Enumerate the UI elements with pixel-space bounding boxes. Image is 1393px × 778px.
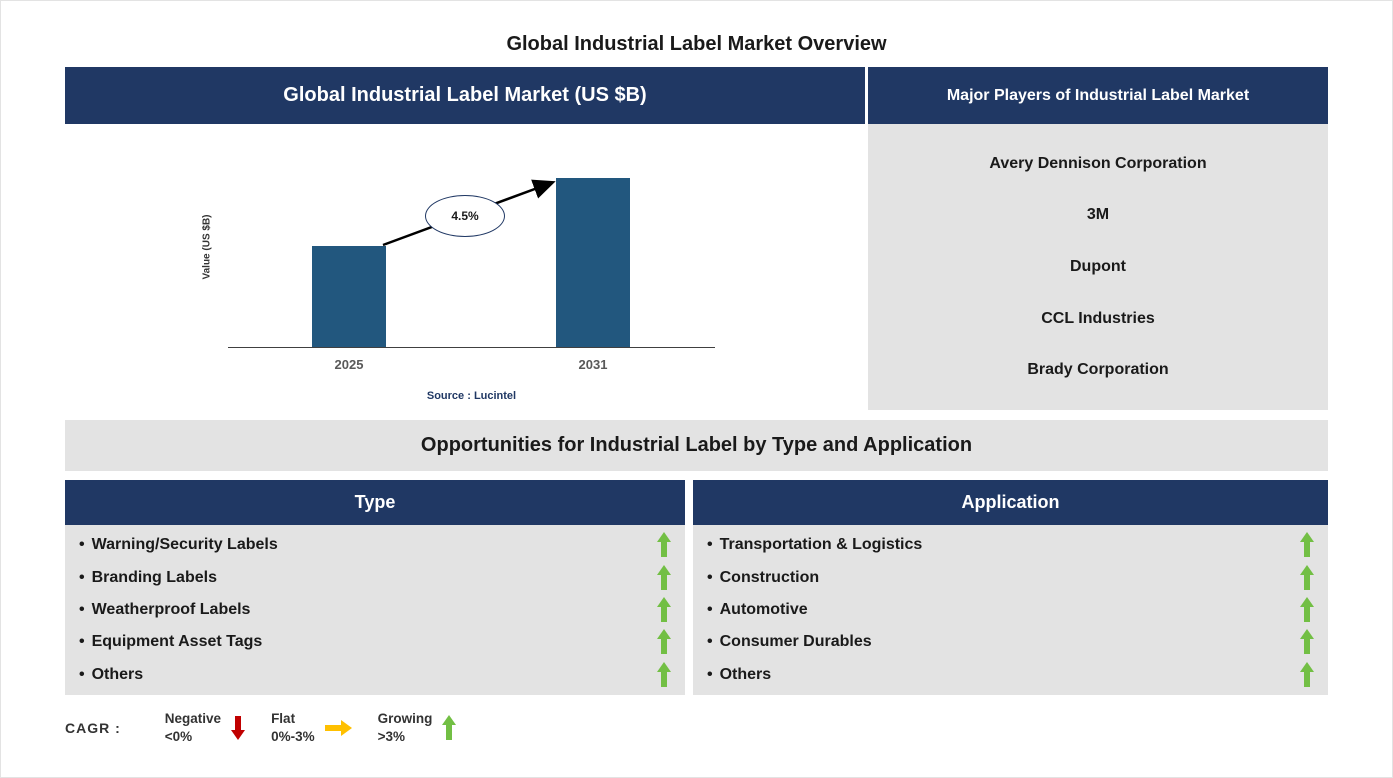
- list-item-label: Others: [79, 666, 657, 684]
- legend-entry-name: Flat: [271, 711, 296, 726]
- list-item: Construction: [693, 564, 1328, 591]
- legend-entry-text: Growing >3%: [378, 710, 433, 745]
- list-item-label: Warning/Security Labels: [79, 536, 657, 554]
- market-chart-panel: Global Industrial Label Market (US $B) V…: [65, 67, 865, 412]
- down-arrow-icon: [231, 715, 246, 740]
- type-panel: Type Warning/Security Labels Branding La…: [65, 480, 685, 695]
- legend-entry-growing: Growing >3%: [378, 710, 457, 745]
- bar-chart: Value (US $B) 4.5% 2025 2031: [65, 124, 865, 412]
- x-tick-2031: 2031: [578, 357, 608, 372]
- legend-entry-negative: Negative <0%: [165, 710, 246, 745]
- list-item-label: Equipment Asset Tags: [79, 633, 657, 651]
- list-item-label: Transportation & Logistics: [707, 536, 1300, 554]
- list-item: Others: [65, 661, 685, 688]
- legend-entry-range: <0%: [164, 728, 193, 744]
- players-header-title: Major Players of Industrial Label Market: [946, 86, 1250, 104]
- cagr-legend: CAGR : Negative <0% Flat 0%-3% Growing >…: [65, 710, 1328, 745]
- application-panel: Application Transportation & Logistics C…: [693, 480, 1328, 695]
- list-item: Weatherproof Labels: [65, 596, 685, 623]
- list-item: Transportation & Logistics: [693, 532, 1328, 558]
- up-arrow-icon: [1300, 532, 1314, 558]
- players-header: Major Players of Industrial Label Market: [868, 67, 1328, 124]
- player-item: Avery Dennison Corporation: [989, 154, 1207, 172]
- opportunities-banner: Opportunities for Industrial Label by Ty…: [65, 420, 1328, 471]
- up-arrow-icon: [657, 532, 671, 558]
- players-list: Avery Dennison Corporation 3M Dupont CCL…: [868, 124, 1328, 410]
- list-item-label: Consumer Durables: [707, 633, 1300, 651]
- list-item-label: Weatherproof Labels: [79, 601, 657, 619]
- legend-entry-text: Flat 0%-3%: [271, 710, 315, 745]
- up-arrow-icon: [657, 596, 671, 623]
- application-panel-header: Application: [693, 480, 1328, 525]
- legend-entry-name: Negative: [164, 711, 222, 726]
- player-item: CCL Industries: [1041, 309, 1155, 327]
- up-arrow-icon: [657, 629, 671, 655]
- legend-entry-range: >3%: [377, 728, 405, 744]
- list-item: Warning/Security Labels: [65, 532, 685, 558]
- cagr-ellipse: 4.5%: [425, 195, 505, 237]
- up-arrow-icon: [1300, 661, 1314, 688]
- list-item: Others: [693, 661, 1328, 688]
- list-item-label: Branding Labels: [79, 569, 657, 587]
- opportunities-title: Opportunities for Industrial Label by Ty…: [420, 434, 973, 456]
- player-item: Brady Corporation: [1027, 361, 1169, 379]
- up-arrow-icon: [657, 661, 671, 688]
- right-arrow-icon: [324, 719, 352, 736]
- list-item-label: Automotive: [707, 601, 1300, 619]
- up-arrow-icon: [1300, 596, 1314, 623]
- bar-2031: [556, 178, 630, 347]
- up-arrow-icon: [1300, 629, 1314, 655]
- type-list: Warning/Security Labels Branding Labels …: [65, 525, 685, 695]
- y-axis-label: Value (US $B): [201, 214, 213, 280]
- x-tick-2025: 2025: [334, 357, 364, 372]
- type-application-columns: Type Warning/Security Labels Branding La…: [65, 480, 1328, 695]
- up-arrow-icon: [442, 714, 457, 741]
- cagr-value: 4.5%: [451, 209, 479, 223]
- top-row: Global Industrial Label Market (US $B) V…: [65, 67, 1328, 412]
- type-panel-title: Type: [354, 492, 396, 512]
- up-arrow-icon: [657, 564, 671, 591]
- list-item: Automotive: [693, 596, 1328, 623]
- legend-entry-text: Negative <0%: [165, 710, 221, 745]
- major-players-panel: Major Players of Industrial Label Market…: [868, 67, 1328, 412]
- list-item-label: Construction: [707, 569, 1300, 587]
- player-item: 3M: [1086, 206, 1110, 224]
- chart-panel-title: Global Industrial Label Market (US $B): [283, 84, 647, 106]
- legend-entry-range: 0%-3%: [271, 728, 315, 744]
- bar-2025: [312, 246, 386, 347]
- x-axis-line: [228, 347, 715, 348]
- list-item: Branding Labels: [65, 564, 685, 591]
- page-title: Global Industrial Label Market Overview: [506, 33, 887, 55]
- list-item: Consumer Durables: [693, 629, 1328, 655]
- list-item-label: Others: [707, 666, 1300, 684]
- source-note: Source : Lucintel: [426, 390, 517, 402]
- chart-panel-header: Global Industrial Label Market (US $B): [65, 67, 865, 124]
- application-list: Transportation & Logistics Construction …: [693, 525, 1328, 695]
- growth-arrow-icon: [382, 179, 556, 247]
- player-item: Dupont: [1070, 257, 1126, 275]
- legend-label: CAGR :: [65, 719, 121, 736]
- application-panel-title: Application: [961, 492, 1060, 512]
- list-item: Equipment Asset Tags: [65, 629, 685, 655]
- type-panel-header: Type: [65, 480, 685, 525]
- legend-entry-flat: Flat 0%-3%: [271, 710, 352, 745]
- up-arrow-icon: [1300, 564, 1314, 591]
- legend-entry-name: Growing: [377, 711, 433, 726]
